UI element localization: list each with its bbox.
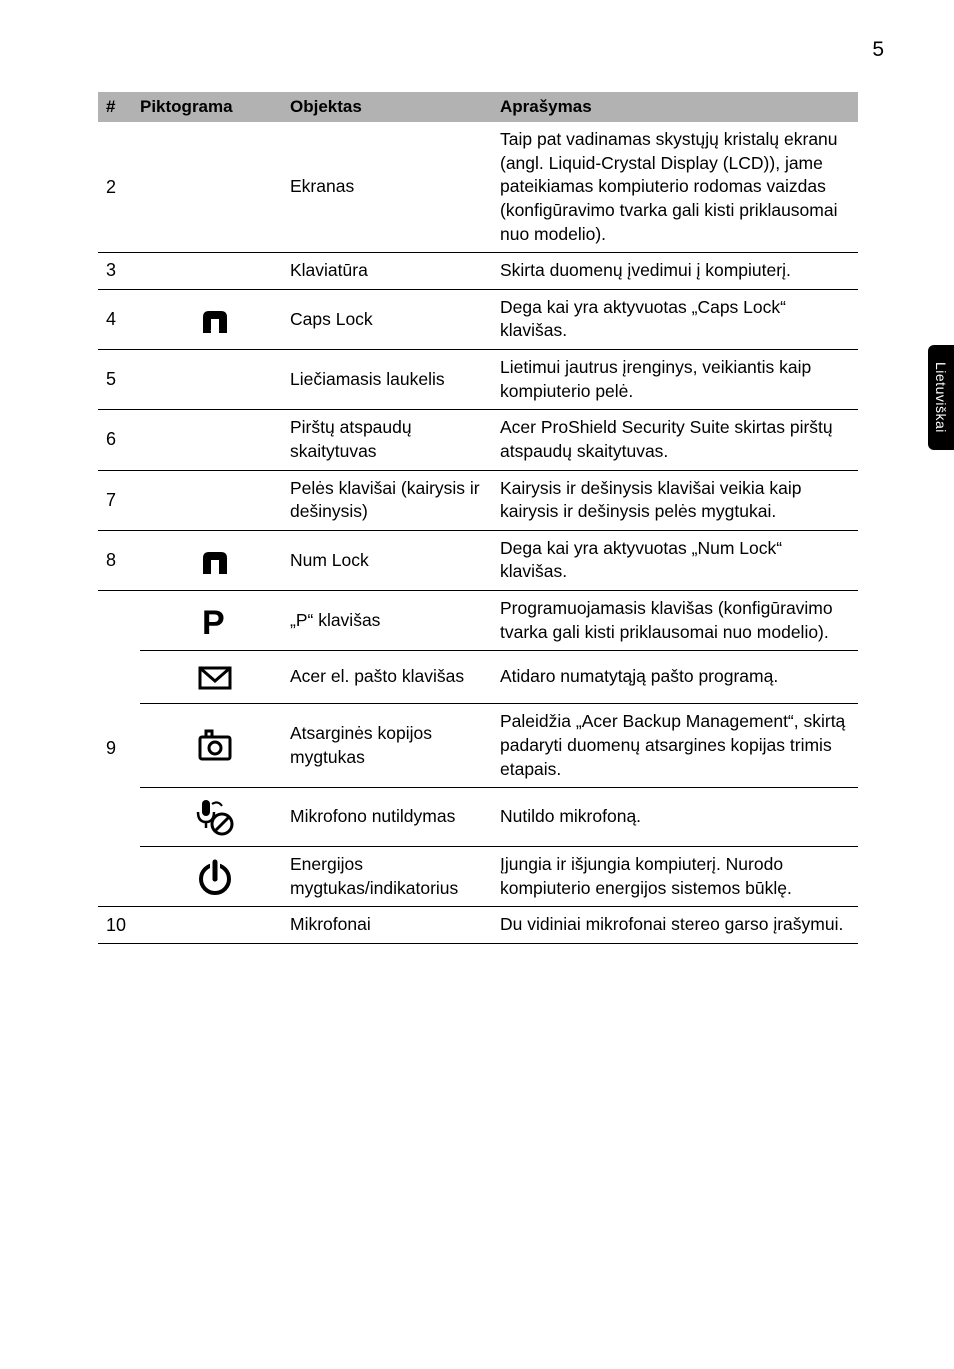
row-desc: Du vidiniai mikrofonai stereo garso įraš… <box>500 907 858 943</box>
table-row: 2 Ekranas Taip pat vadinamas skystųjų kr… <box>98 122 858 253</box>
row-desc: Acer ProShield Security Suite skirtas pi… <box>500 410 858 469</box>
row-icon <box>140 471 290 530</box>
row-desc: Skirta duomenų įvedimui į kompiuterį. <box>500 253 858 289</box>
table-row: 3 Klaviatūra Skirta duomenų įvedimui į k… <box>98 253 858 290</box>
row-icon <box>140 788 290 846</box>
table-subrow: Atsarginės kopijos mygtukas Paleidžia „A… <box>140 704 858 788</box>
svg-text:A: A <box>210 319 220 334</box>
row-desc: Įjungia ir išjungia kompiuterį. Nurodo k… <box>500 847 858 906</box>
row-icon <box>140 907 290 943</box>
row-icon: 1 <box>140 531 290 590</box>
row-icon <box>140 410 290 469</box>
row-object: Energijos mygtukas/indikatorius <box>290 847 500 906</box>
row-icon <box>140 651 290 703</box>
row-num: 6 <box>98 410 140 469</box>
row-num: 8 <box>98 531 140 590</box>
mic-mute-icon <box>192 794 238 840</box>
row-num: 9 <box>98 591 140 906</box>
row-desc: Nutildo mikrofoną. <box>500 788 858 846</box>
header-piktograma: Piktograma <box>140 91 290 123</box>
row-icon <box>140 122 290 252</box>
row-object: Acer el. pašto klavišas <box>290 651 500 703</box>
row-object: Pirštų atspaudų skaitytuvas <box>290 410 500 469</box>
num-lock-icon: 1 <box>195 540 235 580</box>
row-object: „P“ klavišas <box>290 591 500 650</box>
row-object: Mikrofono nutildymas <box>290 788 500 846</box>
table-subrow: Mikrofono nutildymas Nutildo mikrofoną. <box>140 788 858 847</box>
header-objektas: Objektas <box>290 90 500 125</box>
row-object: Caps Lock <box>290 290 500 349</box>
table-row: 5 Liečiamasis laukelis Lietimui jautrus … <box>98 350 858 410</box>
row-object: Num Lock <box>290 531 500 590</box>
row-icon <box>140 350 290 409</box>
row-num: 3 <box>98 253 140 289</box>
table-row: 6 Pirštų atspaudų skaitytuvas Acer ProSh… <box>98 410 858 470</box>
row-num: 4 <box>98 290 140 349</box>
spec-table: # Piktograma Objektas Aprašymas 2 Ekrana… <box>98 92 858 944</box>
table-header-row: # Piktograma Objektas Aprašymas <box>98 92 858 122</box>
row-desc: Dega kai yra aktyvuotas „Caps Lock“ klav… <box>500 290 858 349</box>
row-object: Liečiamasis laukelis <box>290 350 500 409</box>
row-desc: Kairysis ir dešinysis klavišai veikia ka… <box>500 471 858 530</box>
header-num: # <box>98 91 140 123</box>
table-row: 8 1 Num Lock Dega kai yra aktyvuotas „Nu… <box>98 531 858 591</box>
caps-lock-icon: A <box>195 299 235 339</box>
row-desc: Taip pat vadinamas skystųjų kristalų ekr… <box>500 122 858 252</box>
table-subrow: P „P“ klavišas Programuojamasis klavišas… <box>140 591 858 651</box>
language-tab-label: Lietuviškai <box>933 362 949 433</box>
row-icon <box>140 704 290 787</box>
table-row: 7 Pelės klavišai (kairysis ir dešinysis)… <box>98 471 858 531</box>
row-desc: Paleidžia „Acer Backup Management“, skir… <box>500 704 858 787</box>
row-desc: Lietimui jautrus įrenginys, veikiantis k… <box>500 350 858 409</box>
row-object: Klaviatūra <box>290 253 500 289</box>
row-object: Pelės klavišai (kairysis ir dešinysis) <box>290 471 500 530</box>
row-num: 5 <box>98 350 140 409</box>
svg-text:1: 1 <box>211 560 218 575</box>
row-num: 2 <box>98 122 140 252</box>
row-object: Atsarginės kopijos mygtukas <box>290 704 500 787</box>
row-num: 10 <box>98 907 140 943</box>
row-icon: P <box>140 591 290 650</box>
table-row: 4 A Caps Lock Dega kai yra aktyvuotas „C… <box>98 290 858 350</box>
backup-icon <box>192 723 238 769</box>
row-num: 7 <box>98 471 140 530</box>
table-subrow: Energijos mygtukas/indikatorius Įjungia … <box>140 847 858 906</box>
row-icon <box>140 847 290 906</box>
row-object: Mikrofonai <box>290 907 500 943</box>
row-icon: A <box>140 290 290 349</box>
mail-icon <box>195 657 235 697</box>
row-icon <box>140 253 290 289</box>
language-tab: Lietuviškai <box>928 345 954 450</box>
table-row-group: 9 P „P“ klavišas Programuojamasis klaviš… <box>98 591 858 907</box>
row-desc: Programuojamasis klavišas (konfigūravimo… <box>500 591 858 650</box>
p-key-icon: P <box>192 598 238 644</box>
row-desc: Atidaro numatytąją pašto programą. <box>500 651 858 703</box>
power-icon <box>192 854 238 900</box>
table-subrow: Acer el. pašto klavišas Atidaro numatytą… <box>140 651 858 704</box>
table-row: 10 Mikrofonai Du vidiniai mikrofonai ste… <box>98 907 858 944</box>
page-number: 5 <box>872 38 884 62</box>
row-object: Ekranas <box>290 122 500 252</box>
header-aprasymas: Aprašymas <box>500 90 858 125</box>
svg-text:P: P <box>202 604 225 642</box>
row-desc: Dega kai yra aktyvuotas „Num Lock“ klavi… <box>500 531 858 590</box>
